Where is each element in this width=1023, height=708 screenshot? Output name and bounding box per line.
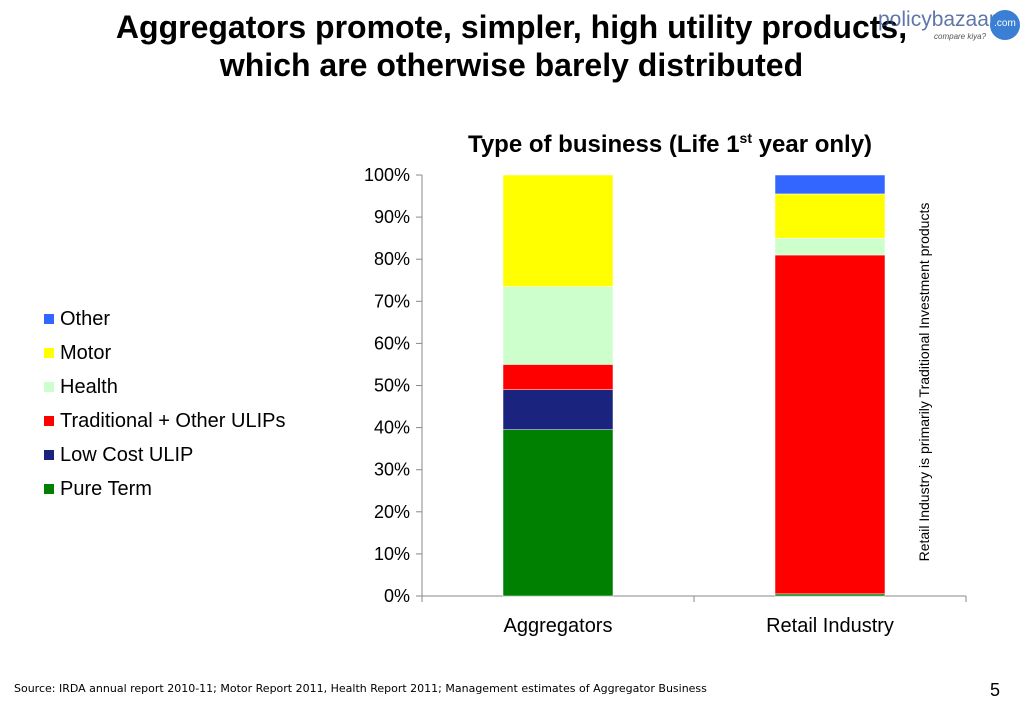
slide-title-line1: Aggregators promote, simpler, high utili… — [115, 9, 908, 45]
legend-label: Other — [60, 307, 111, 330]
y-tick-label: 0% — [384, 586, 410, 606]
legend-item: Pure Term — [44, 472, 285, 506]
bar-segment — [774, 237, 886, 256]
logo-domain: .com — [994, 18, 1016, 29]
logo-tagline: compare kiya? — [934, 32, 987, 41]
chart-title-end: year only) — [752, 131, 873, 158]
legend-item: Low Cost ULIP — [44, 438, 285, 472]
legend-label: Motor — [60, 341, 112, 364]
slide-title: Aggregators promote, simpler, high utili… — [0, 8, 1023, 84]
x-category-label: Retail Industry — [766, 615, 894, 637]
bar-segment — [774, 593, 886, 597]
legend-label: Traditional + Other ULIPs — [60, 409, 286, 432]
bar-segment — [502, 174, 614, 287]
legend-item: Other — [44, 302, 285, 336]
slide-title-line2: which are otherwise barely distributed — [219, 47, 804, 83]
legend-item: Health — [44, 370, 285, 404]
x-category-label: Aggregators — [504, 615, 613, 637]
y-tick-label: 20% — [374, 502, 410, 522]
y-tick-label: 60% — [374, 333, 410, 353]
y-tick-label: 90% — [374, 207, 410, 227]
legend-label: Pure Term — [60, 477, 152, 500]
y-tick-label: 10% — [374, 544, 410, 564]
legend-label: Health — [60, 375, 118, 398]
bar-segment — [502, 364, 614, 390]
y-tick-label: 30% — [374, 460, 410, 480]
policybazaar-logo: policybazaar .com compare kiya? — [878, 8, 1020, 44]
legend-swatch — [44, 314, 54, 324]
source-note: Source: IRDA annual report 2010-11; Moto… — [14, 682, 707, 695]
logo-text: policybazaar — [878, 8, 996, 31]
bar-segment — [774, 254, 886, 595]
legend-swatch — [44, 416, 54, 426]
page-number: 5 — [990, 680, 1001, 700]
legend-swatch — [44, 484, 54, 494]
bar-segment — [502, 286, 614, 365]
logo-badge: .com — [990, 10, 1020, 40]
chart-title: Type of business (Life 1st year only) — [360, 130, 980, 159]
bar-segment — [502, 389, 614, 430]
bar-segment — [502, 429, 614, 597]
y-tick-label: 100% — [364, 165, 410, 185]
y-tick-label: 40% — [374, 418, 410, 438]
legend-item: Traditional + Other ULIPs — [44, 404, 285, 438]
legend-label: Low Cost ULIP — [60, 443, 194, 466]
y-tick-label: 70% — [374, 291, 410, 311]
legend-swatch — [44, 348, 54, 358]
legend-swatch — [44, 450, 54, 460]
y-tick-label: 80% — [374, 249, 410, 269]
chart-title-sup: st — [739, 130, 752, 146]
side-annotation: Retail Industry is primarily Traditional… — [916, 202, 932, 562]
chart-legend: Other Motor Health Traditional + Other ULIP… — [44, 302, 285, 506]
y-tick-label: 50% — [374, 376, 410, 396]
legend-item: Motor — [44, 336, 285, 370]
chart-title-main: Type of business (Life 1 — [467, 131, 740, 158]
bar-segment — [774, 193, 886, 239]
legend-swatch — [44, 382, 54, 392]
bar-segment — [774, 174, 886, 195]
